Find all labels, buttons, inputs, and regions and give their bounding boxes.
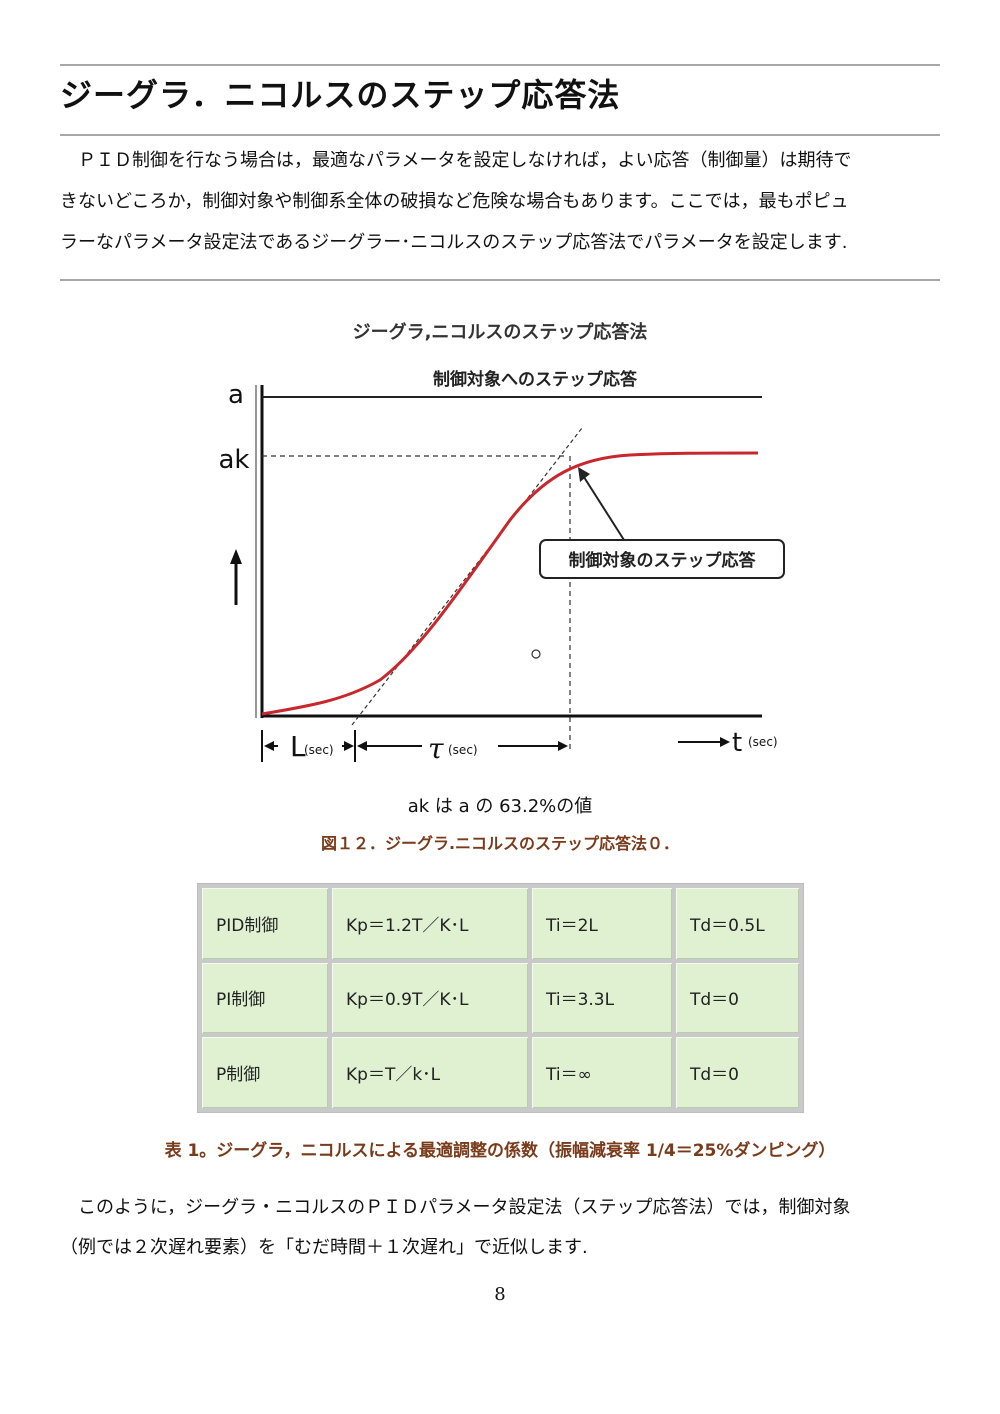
label-tau-unit: (sec) [448,743,478,757]
figure-caption: 図１２．ジーグラ.ニコルスのステップ応答法０． [320,834,680,853]
intro-line: ラーなパラメータ設定法であるジーグラー･ニコルスのステップ応答法でパラメータを設… [60,232,848,253]
table-caption: 表 1。ジーグラ，ニコルスによる最適調整の係数（振幅減衰率 1/4＝25%ダンピ… [164,1141,836,1161]
page-title: ジーグラ．ニコルスのステップ応答法 [60,76,621,114]
callout-label: 制御対象のステップ応答 [569,550,757,571]
label-t-unit: (sec) [748,735,778,749]
page-number: 8 [494,1284,506,1305]
callout-arrow-icon [578,467,590,482]
body-line: （例では２次遅れ要素）を「むだ時間＋１次遅れ」で近似します. [60,1237,588,1258]
table-cell: Kp＝0.9T／K･L [332,962,528,1034]
intro-line: ＰＩＤ制御を行なう場合は，最適なパラメータを設定しなければ，よい応答（制御量）は… [60,150,852,171]
table-cell: Ti＝3.3L [532,962,672,1034]
table-cell: Ti＝2L [532,888,672,959]
table-cell: Td＝0.5L [676,888,799,959]
body-line: このように，ジーグラ・ニコルスのＰＩＤパラメータ設定法（ステップ応答法）では，制… [60,1197,851,1218]
y-up-arrow-icon [230,549,242,564]
label-L-unit: (sec) [304,743,334,757]
step-response-chart: 制御対象へのステップ応答 a ak 制御対象のステップ応答 L (sec) τ … [219,369,785,765]
table-row: P制御 Kp＝T／k･L Ti＝∞ Td＝0 [202,1037,799,1108]
callout-pointer [581,473,625,541]
label-ak: ak [219,445,250,475]
t-axis-arrow-icon [720,737,730,747]
intro-line: きないどころか，制御対象や制御系全体の破損など危険な場合もあります。ここでは，最… [60,191,849,212]
tau-right-arrow-icon [558,741,568,751]
step-response-curve [261,451,759,716]
title-rule [60,134,940,136]
table-cell: PID制御 [202,888,328,959]
L-right-arrow-icon [344,741,354,751]
chart-subtitle: 制御対象へのステップ応答 [433,369,638,390]
table-cell: Ti＝∞ [532,1037,672,1108]
intro-paragraph: ＰＩＤ制御を行なう場合は，最適なパラメータを設定しなければ，よい応答（制御量）は… [60,140,945,263]
table-row: PID制御 Kp＝1.2T／K･L Ti＝2L Td＝0.5L [202,888,799,959]
figure-note: ak は a の 63.2%の値 [407,796,593,817]
marker-circle [531,649,541,659]
body-paragraph: このように，ジーグラ・ニコルスのＰＩＤパラメータ設定法（ステップ応答法）では，制… [60,1188,945,1268]
table-cell: PI制御 [202,962,328,1034]
table-cell: Kp＝1.2T／K･L [332,888,528,959]
label-a: a [228,380,244,410]
top-rule [60,64,940,66]
label-L: L [290,730,306,763]
callout-box [539,539,785,579]
label-tau: τ [428,732,444,765]
table-cell: Kp＝T／k･L [332,1037,528,1108]
figure-title: ジーグラ,ニコルスのステップ応答法 [352,322,648,343]
intro-rule [60,279,940,281]
table-cell: Td＝0 [676,1037,799,1108]
table-cell: Td＝0 [676,962,799,1034]
table-row: PI制御 Kp＝0.9T／K･L Ti＝3.3L Td＝0 [202,962,799,1034]
coefficient-table: PID制御 Kp＝1.2T／K･L Ti＝2L Td＝0.5L PI制御 Kp＝… [197,883,804,1113]
label-t: t [732,728,742,758]
table-cell: P制御 [202,1037,328,1108]
